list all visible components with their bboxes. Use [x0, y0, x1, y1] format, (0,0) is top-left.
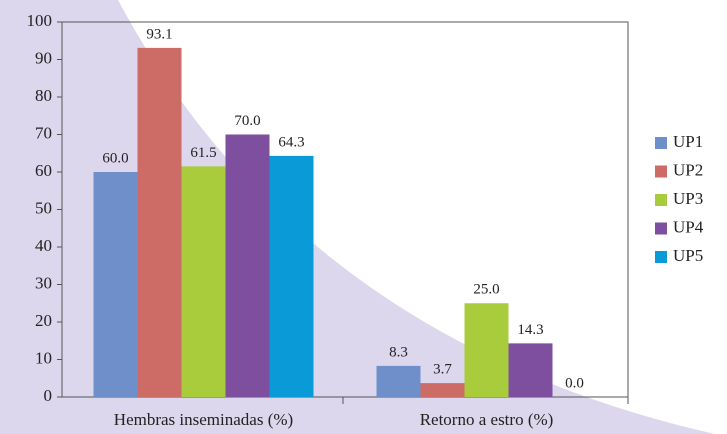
y-tick-label: 80	[35, 86, 52, 105]
y-tick-label: 90	[35, 48, 52, 67]
bar	[225, 134, 270, 397]
x-tick-label: Hembras inseminadas (%)	[114, 410, 293, 429]
bar	[181, 166, 226, 397]
y-tick-label: 0	[44, 386, 53, 405]
bar	[464, 303, 509, 397]
value-label: 14.3	[517, 322, 543, 338]
value-label: 64.3	[278, 134, 304, 150]
legend-label: UP1	[673, 132, 703, 151]
bar	[508, 343, 553, 397]
value-label: 93.1	[146, 26, 172, 42]
x-tick-label: Retorno a estro (%)	[420, 410, 554, 429]
y-tick-label: 50	[35, 198, 52, 217]
y-tick-label: 20	[35, 311, 52, 330]
legend-label: UP2	[673, 160, 703, 179]
legend-swatch	[655, 165, 667, 178]
legend-label: UP5	[673, 246, 703, 265]
y-tick-label: 70	[35, 123, 52, 142]
y-tick-label: 60	[35, 161, 52, 180]
value-label: 60.0	[102, 150, 128, 166]
legend-swatch	[655, 251, 667, 263]
value-label: 3.7	[433, 362, 452, 378]
value-label: 8.3	[389, 344, 408, 360]
bar	[93, 172, 138, 397]
bar	[137, 47, 182, 397]
bar	[269, 155, 314, 397]
value-label: 70.0	[234, 113, 260, 129]
legend-swatch	[655, 222, 667, 235]
legend-label: UP4	[673, 217, 704, 236]
bar	[376, 365, 421, 397]
legend-swatch	[655, 194, 667, 206]
y-tick-label: 40	[35, 236, 52, 255]
value-label: 0.0	[565, 375, 584, 391]
legend-label: UP3	[673, 189, 703, 208]
value-label: 61.5	[190, 145, 216, 161]
value-label: 25.0	[473, 282, 499, 298]
bar	[420, 383, 465, 397]
y-tick-label: 10	[35, 348, 52, 367]
y-tick-label: 30	[35, 273, 52, 292]
y-tick-label: 100	[27, 11, 53, 30]
legend-swatch	[655, 137, 667, 149]
